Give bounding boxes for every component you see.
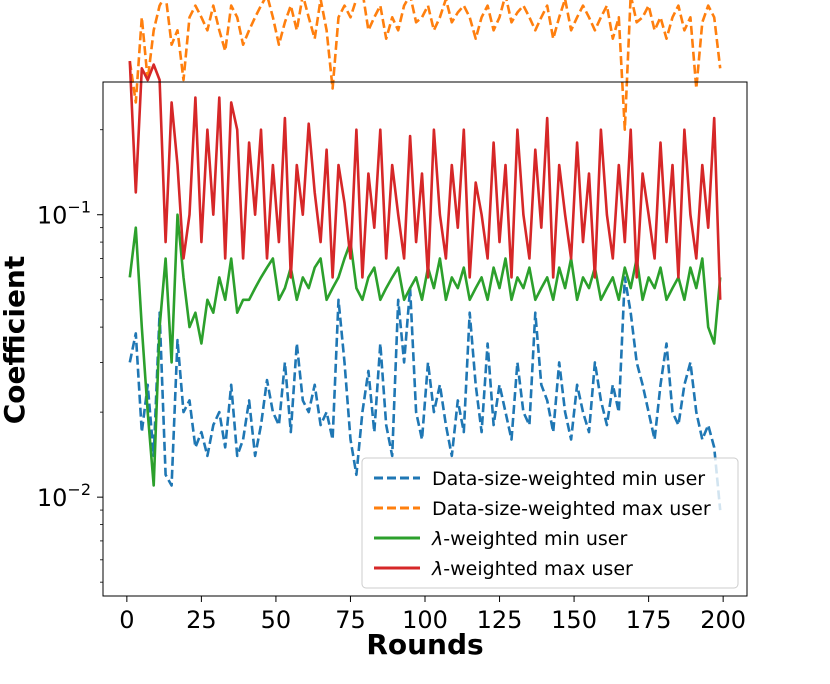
series-line-4 (128, 61, 722, 300)
y-axis: 10−2 10−1 (37, 129, 103, 583)
x-axis-label: Rounds (366, 628, 483, 661)
x-tick-label: 200 (700, 606, 746, 634)
y-tick-label: 10−2 (37, 480, 91, 512)
legend-label: λ-weighted max user (431, 558, 633, 580)
x-tick-label: 75 (335, 606, 366, 634)
legend: Data-size-weighted min user Data-size-wei… (361, 457, 739, 589)
plot-area (128, 0, 722, 511)
series-line-2 (128, 0, 722, 131)
y-axis-label: Coefficient (0, 256, 31, 425)
series-line-1 (128, 276, 722, 511)
legend-label: Data-size-weighted max user (432, 498, 711, 520)
x-tick-label: 100 (402, 606, 448, 634)
x-tick-label: 50 (261, 606, 292, 634)
x-tick-label: 150 (551, 606, 597, 634)
series-line-3 (128, 213, 722, 487)
x-tick-label: 25 (186, 606, 217, 634)
x-tick-label: 175 (626, 606, 672, 634)
legend-label: λ-weighted min user (431, 528, 627, 550)
y-tick-label: 10−1 (37, 198, 91, 230)
x-axis: 0 25 50 75 100 125 150 175 200 (119, 596, 746, 634)
x-tick-label: 0 (119, 606, 134, 634)
x-tick-label: 125 (477, 606, 523, 634)
legend-box (361, 457, 739, 589)
legend-label: Data-size-weighted min user (432, 468, 705, 490)
